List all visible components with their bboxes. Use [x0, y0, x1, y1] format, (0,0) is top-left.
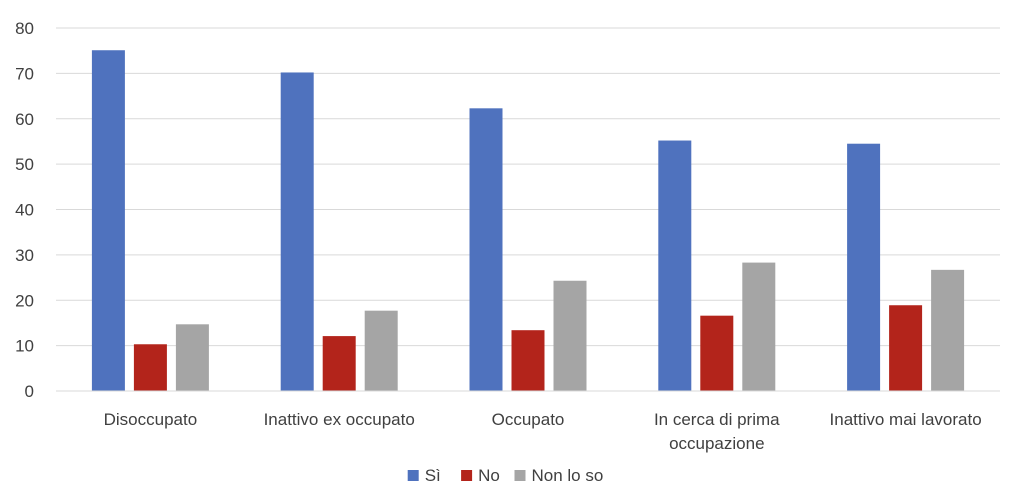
bar-si — [91, 50, 125, 391]
bar-non-lo-so — [364, 310, 398, 391]
bar-si — [469, 108, 503, 391]
bar-si — [847, 143, 881, 391]
bar-no — [133, 344, 167, 391]
bar-non-lo-so — [553, 280, 587, 391]
y-tick-label: 20 — [15, 291, 34, 310]
x-axis: Disoccupato Inattivo ex occupato Occupato I… — [104, 410, 982, 453]
y-tick-label: 0 — [25, 382, 34, 401]
y-tick-label: 60 — [15, 110, 34, 129]
x-category-label: Inattivo ex occupato — [264, 410, 415, 429]
y-tick-label: 70 — [15, 64, 34, 83]
bar-no — [511, 330, 545, 391]
bar-non-lo-so — [742, 262, 776, 391]
legend-label: No — [478, 466, 500, 485]
legend-swatch — [407, 470, 419, 481]
y-tick-label: 50 — [15, 155, 34, 174]
y-tick-label: 40 — [15, 201, 34, 220]
bar-non-lo-so — [931, 269, 965, 391]
bars — [91, 50, 965, 391]
y-tick-label: 10 — [15, 337, 34, 356]
y-tick-label: 30 — [15, 246, 34, 265]
bar-non-lo-so — [175, 324, 209, 391]
bar-no — [700, 315, 734, 391]
legend-swatch — [461, 470, 473, 481]
gridlines — [56, 27, 1000, 347]
x-category-label: In cerca di prima — [654, 410, 780, 429]
bar-no — [889, 305, 923, 391]
y-tick-label: 80 — [15, 19, 34, 38]
legend-swatch — [514, 470, 526, 481]
legend: Sì No Non lo so — [407, 466, 604, 485]
legend-label: Sì — [425, 466, 441, 485]
x-category-label: Disoccupato — [104, 410, 198, 429]
bar-si — [280, 72, 314, 391]
legend-label: Non lo so — [532, 466, 604, 485]
x-category-label: occupazione — [669, 434, 764, 453]
y-axis: 0 10 20 30 40 50 60 70 80 — [15, 19, 34, 401]
x-category-label: Occupato — [492, 410, 565, 429]
bar-si — [658, 140, 692, 391]
bar-no — [322, 336, 356, 391]
x-category-label: Inattivo mai lavorato — [830, 410, 982, 429]
